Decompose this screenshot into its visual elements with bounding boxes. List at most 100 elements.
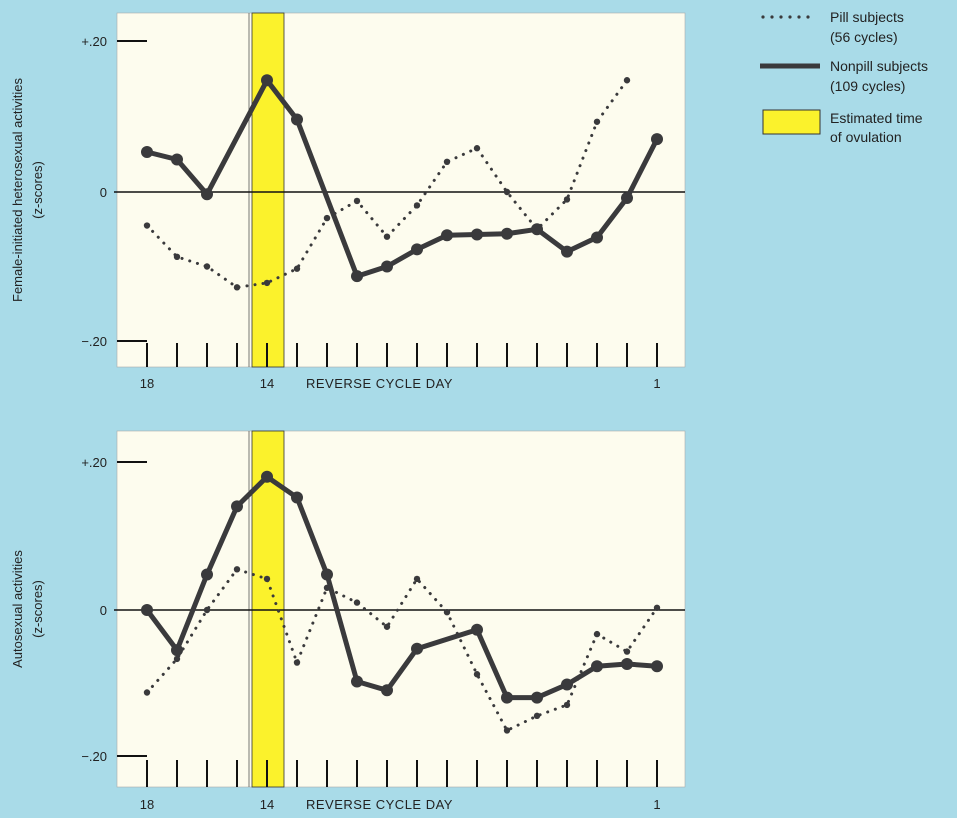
nonpill-point — [621, 658, 633, 671]
nonpill-point — [201, 568, 213, 581]
nonpill-point — [651, 133, 663, 146]
pill-point — [353, 599, 361, 606]
pill-point — [413, 575, 421, 583]
legend: Pill subjects (56 cycles) Nonpill subjec… — [760, 9, 928, 145]
plot-background — [116, 430, 686, 788]
series-nonpill — [141, 470, 663, 704]
nonpill-point — [351, 270, 363, 283]
pill-point — [383, 233, 391, 240]
pill-point — [593, 630, 601, 638]
nonpill-point — [231, 500, 243, 513]
y-axis-label: Female-initiated heterosexual activities — [10, 78, 25, 302]
legend-pill: Pill subjects (56 cycles) — [761, 9, 904, 45]
y-tick-label: −.20 — [81, 749, 107, 764]
legend-nonpill-label: Nonpill subjects — [830, 58, 928, 74]
legend-pill-label: Pill subjects — [830, 9, 904, 25]
nonpill-point — [651, 660, 663, 673]
pill-point — [623, 77, 631, 84]
y-axis-label-units: (z-scores) — [30, 580, 45, 638]
nonpill-point — [171, 153, 183, 166]
nonpill-point — [621, 191, 633, 204]
nonpill-point — [381, 260, 393, 273]
pill-point — [503, 188, 511, 196]
pill-point — [203, 263, 211, 270]
nonpill-point — [171, 644, 183, 657]
ovulation-band — [251, 12, 285, 368]
legend-ovulation-sublabel: of ovulation — [830, 129, 902, 145]
ovulation-swatch — [762, 109, 821, 135]
legend-pill-sublabel: (56 cycles) — [830, 29, 898, 45]
pill-point — [263, 575, 271, 583]
x-tick-label: 14 — [260, 797, 274, 812]
nonpill-point — [141, 145, 153, 158]
pill-point — [413, 202, 421, 209]
y-tick-label: +.20 — [81, 455, 107, 470]
pill-point — [563, 701, 571, 709]
nonpill-point — [291, 113, 303, 126]
pill-point — [503, 727, 511, 734]
pill-point — [233, 566, 241, 573]
nonpill-point — [261, 74, 273, 87]
pill-point — [173, 655, 181, 663]
nonpill-point — [471, 228, 483, 241]
y-tick-label: 0 — [100, 603, 107, 618]
x-tick-label: 18 — [140, 376, 154, 391]
x-tick-label: 1 — [653, 797, 660, 812]
legend-nonpill: Nonpill subjects (109 cycles) — [760, 58, 928, 94]
nonpill-point — [591, 231, 603, 244]
pill-point — [143, 222, 151, 229]
panel-autosexual: +.20 0 −.20 18 14 1 REVERSE CYCLE DAY Autosexua… — [10, 430, 686, 812]
pill-point — [143, 689, 151, 696]
pill-point — [263, 279, 271, 287]
nonpill-point — [501, 227, 513, 240]
pill-point — [473, 671, 481, 678]
y-axis-label-units: (z-scores) — [30, 161, 45, 219]
nonpill-point — [531, 691, 543, 704]
nonpill-point — [321, 568, 333, 581]
panel-female-initiated-heterosexual: +.20 0 −.20 18 14 1 REVERSE CYCLE DAY Female-in… — [10, 12, 686, 391]
ovulation-band — [251, 430, 285, 788]
pill-point — [383, 623, 391, 630]
nonpill-point — [441, 229, 453, 242]
x-tick-label: 14 — [260, 376, 274, 391]
pill-point — [533, 712, 541, 720]
y-tick-label: 0 — [100, 185, 107, 200]
y-tick-label: +.20 — [81, 34, 107, 49]
nonpill-point — [561, 245, 573, 258]
series-pill — [143, 77, 631, 291]
pill-point — [353, 197, 361, 205]
nonpill-point — [291, 491, 303, 504]
pill-point — [233, 284, 241, 291]
nonpill-point — [531, 223, 543, 236]
nonpill-point — [261, 470, 273, 483]
nonpill-point — [501, 691, 513, 704]
nonpill-point — [411, 243, 423, 256]
pill-point — [443, 608, 451, 616]
legend-ovulation: Estimated time of ovulation — [762, 109, 923, 145]
nonpill-point — [591, 660, 603, 673]
nonpill-point — [201, 188, 213, 201]
pill-point — [443, 158, 451, 165]
pill-point — [293, 265, 301, 272]
nonpill-line — [144, 77, 660, 279]
series-nonpill — [141, 74, 663, 283]
pill-point — [653, 604, 661, 611]
legend-nonpill-sublabel: (109 cycles) — [830, 78, 905, 94]
pill-point — [173, 253, 181, 261]
pill-point — [623, 648, 631, 655]
x-axis-label: REVERSE CYCLE DAY — [306, 376, 453, 391]
nonpill-point — [351, 675, 363, 688]
legend-ovulation-label: Estimated time — [830, 110, 923, 126]
pill-line — [145, 567, 659, 733]
pill-point — [563, 196, 571, 203]
pill-point — [473, 145, 481, 152]
nonpill-point — [141, 604, 153, 616]
pill-point — [293, 659, 301, 666]
x-tick-label: 1 — [653, 376, 660, 391]
nonpill-point — [471, 623, 483, 636]
nonpill-point — [381, 684, 393, 697]
x-axis-label: REVERSE CYCLE DAY — [306, 797, 453, 812]
pill-point — [593, 118, 601, 125]
nonpill-point — [411, 642, 423, 655]
